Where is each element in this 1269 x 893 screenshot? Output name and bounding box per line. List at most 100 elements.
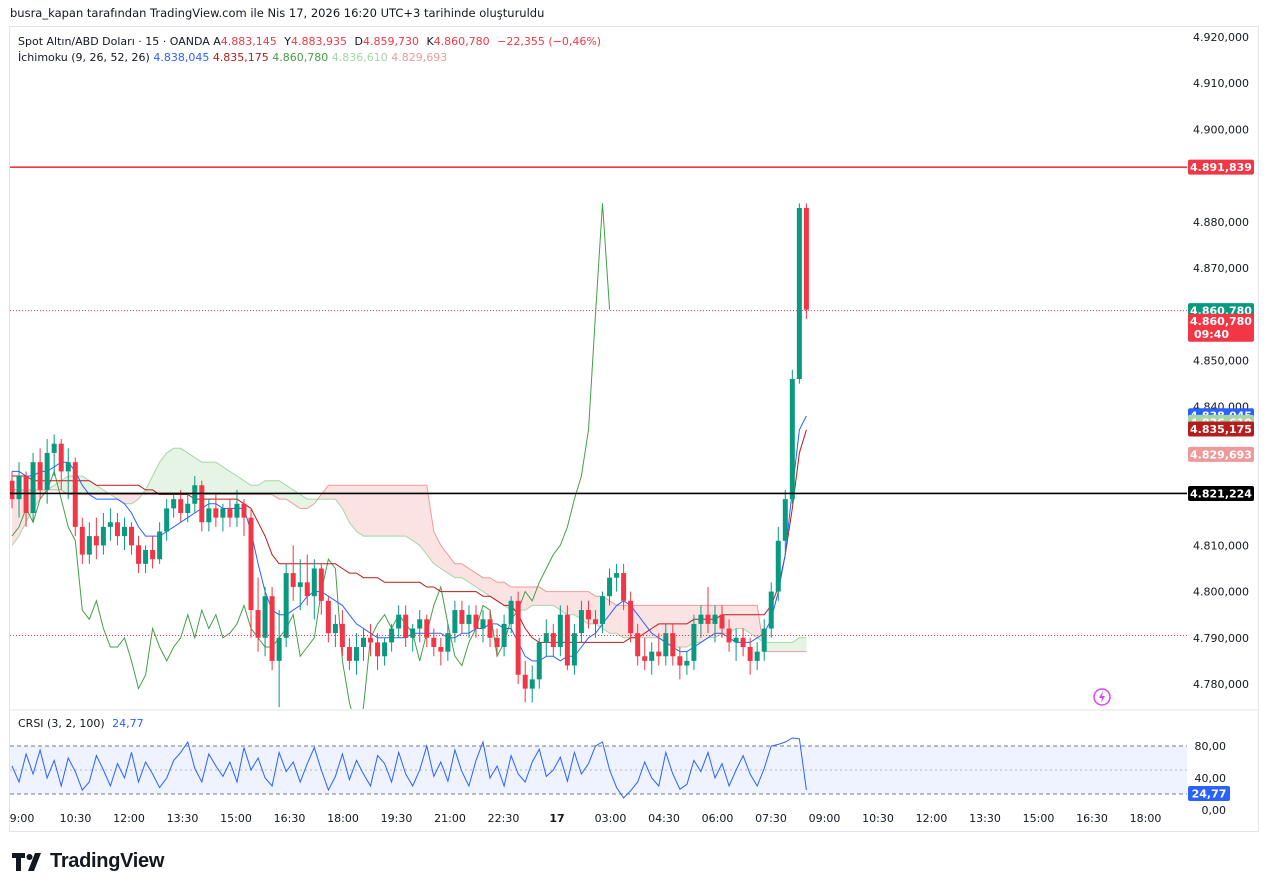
candle-body xyxy=(10,480,15,500)
candle-body xyxy=(705,614,711,624)
low-value: 4.859,730 xyxy=(362,35,419,48)
price-tick-label: 4.790,000 xyxy=(1193,632,1249,645)
candle-body xyxy=(44,452,50,490)
kumo-cloud-segment xyxy=(391,485,399,537)
time-tick-label: 19:30 xyxy=(381,812,413,825)
crsi-tick-label: 0,00 xyxy=(1202,804,1227,817)
kumo-cloud-segment xyxy=(750,605,758,638)
candle-body xyxy=(719,614,725,629)
price-tag-label: 4.891,839 xyxy=(1190,161,1252,174)
time-tick-label: 09:00 xyxy=(809,812,841,825)
candle-body xyxy=(578,610,584,634)
price-pane xyxy=(10,203,809,709)
candle-body xyxy=(192,485,198,504)
time-tick-label: 13:30 xyxy=(969,812,1001,825)
kumo-cloud-segment xyxy=(715,605,723,638)
time-tick-label: 13:30 xyxy=(167,812,199,825)
candle-body xyxy=(248,517,254,611)
kumo-cloud-segment xyxy=(546,591,554,606)
candle-body xyxy=(51,443,57,453)
kumo-cloud-segment xyxy=(279,480,287,500)
candle-body xyxy=(23,476,29,514)
candle-body xyxy=(150,549,156,560)
candle-body xyxy=(339,623,345,648)
candle-body xyxy=(171,499,177,509)
price-tag: 4.835,175 xyxy=(1188,421,1254,437)
candle-body xyxy=(269,596,275,661)
candle-body xyxy=(396,614,402,629)
time-tick-label: 21:00 xyxy=(434,812,466,825)
candle-body xyxy=(550,633,556,648)
candle-body xyxy=(346,647,352,661)
kumo-cloud-segment xyxy=(229,471,237,495)
kumo-cloud-segment xyxy=(461,563,469,583)
candle-body xyxy=(262,596,268,638)
candle-body xyxy=(37,462,43,490)
span-b-value: 4.829,693 xyxy=(391,51,448,64)
crsi-label[interactable]: CRSI (3, 2, 100) xyxy=(18,717,105,730)
candle-body xyxy=(621,573,627,601)
crsi-legend: CRSI (3, 2, 100) 24,77 xyxy=(18,717,144,730)
kumo-cloud-segment xyxy=(89,480,97,495)
candle-body xyxy=(803,207,809,310)
kumo-cloud-segment xyxy=(166,448,174,495)
ichimoku-label[interactable]: İchimoku (9, 26, 52, 26) xyxy=(18,51,150,64)
price-tag-countdown: 09:40 xyxy=(1194,328,1229,341)
candle-body xyxy=(100,526,106,546)
kumo-cloud-segment xyxy=(349,485,357,532)
chart-header: busra_kapan tarafından TradingView.com i… xyxy=(10,6,545,20)
candle-body xyxy=(642,656,648,661)
price-tag-bg xyxy=(1188,421,1254,437)
kumo-cloud-segment xyxy=(532,586,540,606)
candle-body xyxy=(213,508,219,518)
price-tick-label: 4.880,000 xyxy=(1193,216,1249,229)
candle-body xyxy=(571,633,577,666)
candle-body xyxy=(16,476,22,500)
candle-body xyxy=(234,503,240,518)
kumo-cloud-segment xyxy=(384,485,392,537)
kumo-cloud-segment xyxy=(707,605,715,638)
candle-body xyxy=(628,600,634,634)
candle-body xyxy=(670,633,676,657)
candle-body xyxy=(143,549,149,564)
candle-body xyxy=(164,508,170,532)
candle-body xyxy=(663,633,669,657)
candle-body xyxy=(417,619,423,629)
candle-body xyxy=(768,591,774,629)
candle-body xyxy=(361,637,366,648)
time-tick-label: 15:00 xyxy=(220,812,252,825)
candle-body xyxy=(297,582,303,587)
crsi-value-tag: 24,77 xyxy=(1188,786,1230,801)
kumo-cloud-segment xyxy=(412,485,420,546)
kumo-cloud-segment xyxy=(483,577,491,597)
kumo-cloud-segment xyxy=(609,600,617,634)
time-tick-label: 10:30 xyxy=(60,812,92,825)
candle-body xyxy=(93,536,99,546)
candle-body xyxy=(452,610,458,634)
candle-body xyxy=(677,656,683,666)
kumo-cloud-segment xyxy=(771,642,779,652)
kumo-cloud-segment xyxy=(567,591,575,615)
candle-body xyxy=(206,508,212,523)
time-tick-label: 18:00 xyxy=(327,812,359,825)
candle-body xyxy=(515,600,521,675)
candle-body xyxy=(585,610,591,620)
kumo-cloud-segment xyxy=(173,448,181,495)
symbol-name[interactable]: Spot Altın/ABD Doları · 15 · OANDA xyxy=(18,35,210,48)
candle-body xyxy=(304,582,310,597)
crsi-tick-label: 40,00 xyxy=(1195,772,1227,785)
kumo-cloud-segment xyxy=(159,452,167,495)
tradingview-logo[interactable]: TradingView xyxy=(12,850,164,873)
price-tick-label: 4.920,000 xyxy=(1193,31,1249,44)
candle-body xyxy=(107,522,113,527)
chikou-value: 4.860,780 xyxy=(272,51,329,64)
kumo-cloud-segment xyxy=(785,642,793,652)
candle-body xyxy=(522,674,528,689)
candle-body xyxy=(466,614,472,624)
kumo-cloud-segment xyxy=(405,485,413,541)
candle-body xyxy=(754,651,760,661)
kumo-cloud-segment xyxy=(792,637,800,652)
kumo-cloud-segment xyxy=(651,605,659,638)
kumo-cloud-segment xyxy=(265,480,273,495)
